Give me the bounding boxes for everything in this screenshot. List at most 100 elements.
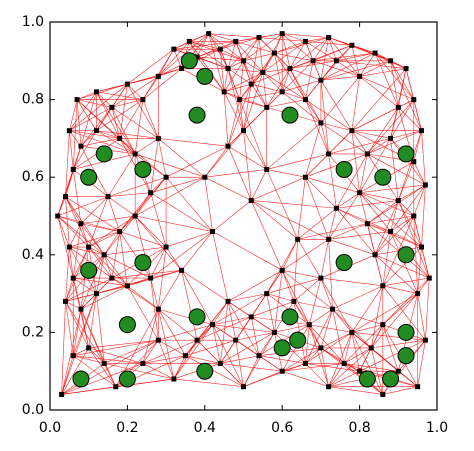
edge (328, 37, 391, 62)
square-point (364, 151, 370, 157)
edge (239, 60, 244, 100)
edge (251, 316, 310, 325)
edge (413, 161, 426, 186)
edge (274, 41, 306, 54)
edge (65, 246, 89, 302)
square-point (302, 360, 308, 366)
square-point (264, 291, 270, 297)
edge (367, 99, 415, 155)
edge (382, 285, 426, 341)
edge (185, 355, 221, 364)
edge (127, 76, 159, 85)
square-point (291, 298, 297, 304)
square-point (395, 368, 401, 374)
edge (158, 308, 198, 341)
edge (150, 138, 159, 193)
edge (96, 130, 120, 139)
edge (289, 41, 306, 69)
square-point (182, 353, 188, 359)
edge (305, 363, 329, 387)
edge (219, 49, 240, 100)
edge (235, 41, 275, 54)
edge (119, 99, 144, 139)
square-point (140, 97, 146, 103)
edge (305, 176, 337, 209)
edge (150, 278, 159, 310)
edge (61, 301, 66, 395)
edge (390, 231, 422, 248)
square-point (248, 197, 254, 203)
edge (243, 37, 260, 61)
edge (57, 215, 70, 248)
edge (305, 99, 353, 131)
edge (72, 223, 82, 279)
edge (328, 239, 333, 310)
edge (309, 324, 352, 333)
edge (69, 83, 128, 131)
edge (96, 254, 105, 294)
edge (119, 231, 167, 248)
edge (227, 68, 263, 73)
edge (343, 347, 372, 364)
edge (65, 301, 105, 364)
square-point (225, 66, 231, 72)
edge (72, 293, 97, 356)
square-point (70, 353, 76, 359)
edge (289, 37, 329, 69)
edge (69, 130, 136, 155)
edge (72, 169, 82, 224)
edge (96, 130, 136, 155)
edge (374, 52, 415, 100)
edge (328, 347, 372, 387)
edge (88, 293, 97, 348)
edge (336, 60, 360, 77)
edge (251, 200, 298, 240)
square-point (93, 291, 99, 297)
square-point (248, 314, 254, 320)
edge (320, 277, 383, 287)
edge (204, 177, 213, 232)
edge (398, 130, 422, 201)
edge (351, 324, 383, 333)
square-point (357, 73, 363, 79)
edge (220, 355, 260, 364)
edge (220, 37, 260, 50)
square-point (256, 35, 262, 41)
edge (189, 33, 209, 42)
edge (320, 122, 352, 131)
edge (72, 146, 82, 170)
edge (111, 277, 128, 287)
edge (374, 254, 418, 294)
edge (305, 177, 329, 240)
square-point (330, 306, 336, 312)
edge (258, 347, 321, 356)
edge (142, 99, 159, 139)
edge (390, 130, 422, 139)
square-point (287, 66, 293, 72)
edge (103, 215, 136, 255)
edge (305, 308, 333, 364)
edge (150, 231, 213, 279)
edge (204, 130, 244, 178)
edge (390, 215, 414, 232)
edge (282, 79, 321, 93)
edge (223, 91, 229, 147)
edge (305, 347, 322, 364)
edge (103, 231, 120, 255)
circle-point (397, 347, 415, 365)
edge (332, 309, 345, 364)
edge (96, 293, 105, 364)
edge (328, 37, 337, 61)
edge (390, 200, 399, 232)
edge (309, 324, 329, 387)
edge (96, 99, 144, 131)
edge (189, 41, 221, 50)
edge (142, 363, 174, 380)
edge (158, 270, 182, 310)
edge (134, 153, 167, 178)
edge (382, 324, 399, 372)
edge (61, 293, 97, 395)
edge (413, 99, 422, 131)
edge (351, 130, 391, 139)
edge (351, 285, 384, 333)
